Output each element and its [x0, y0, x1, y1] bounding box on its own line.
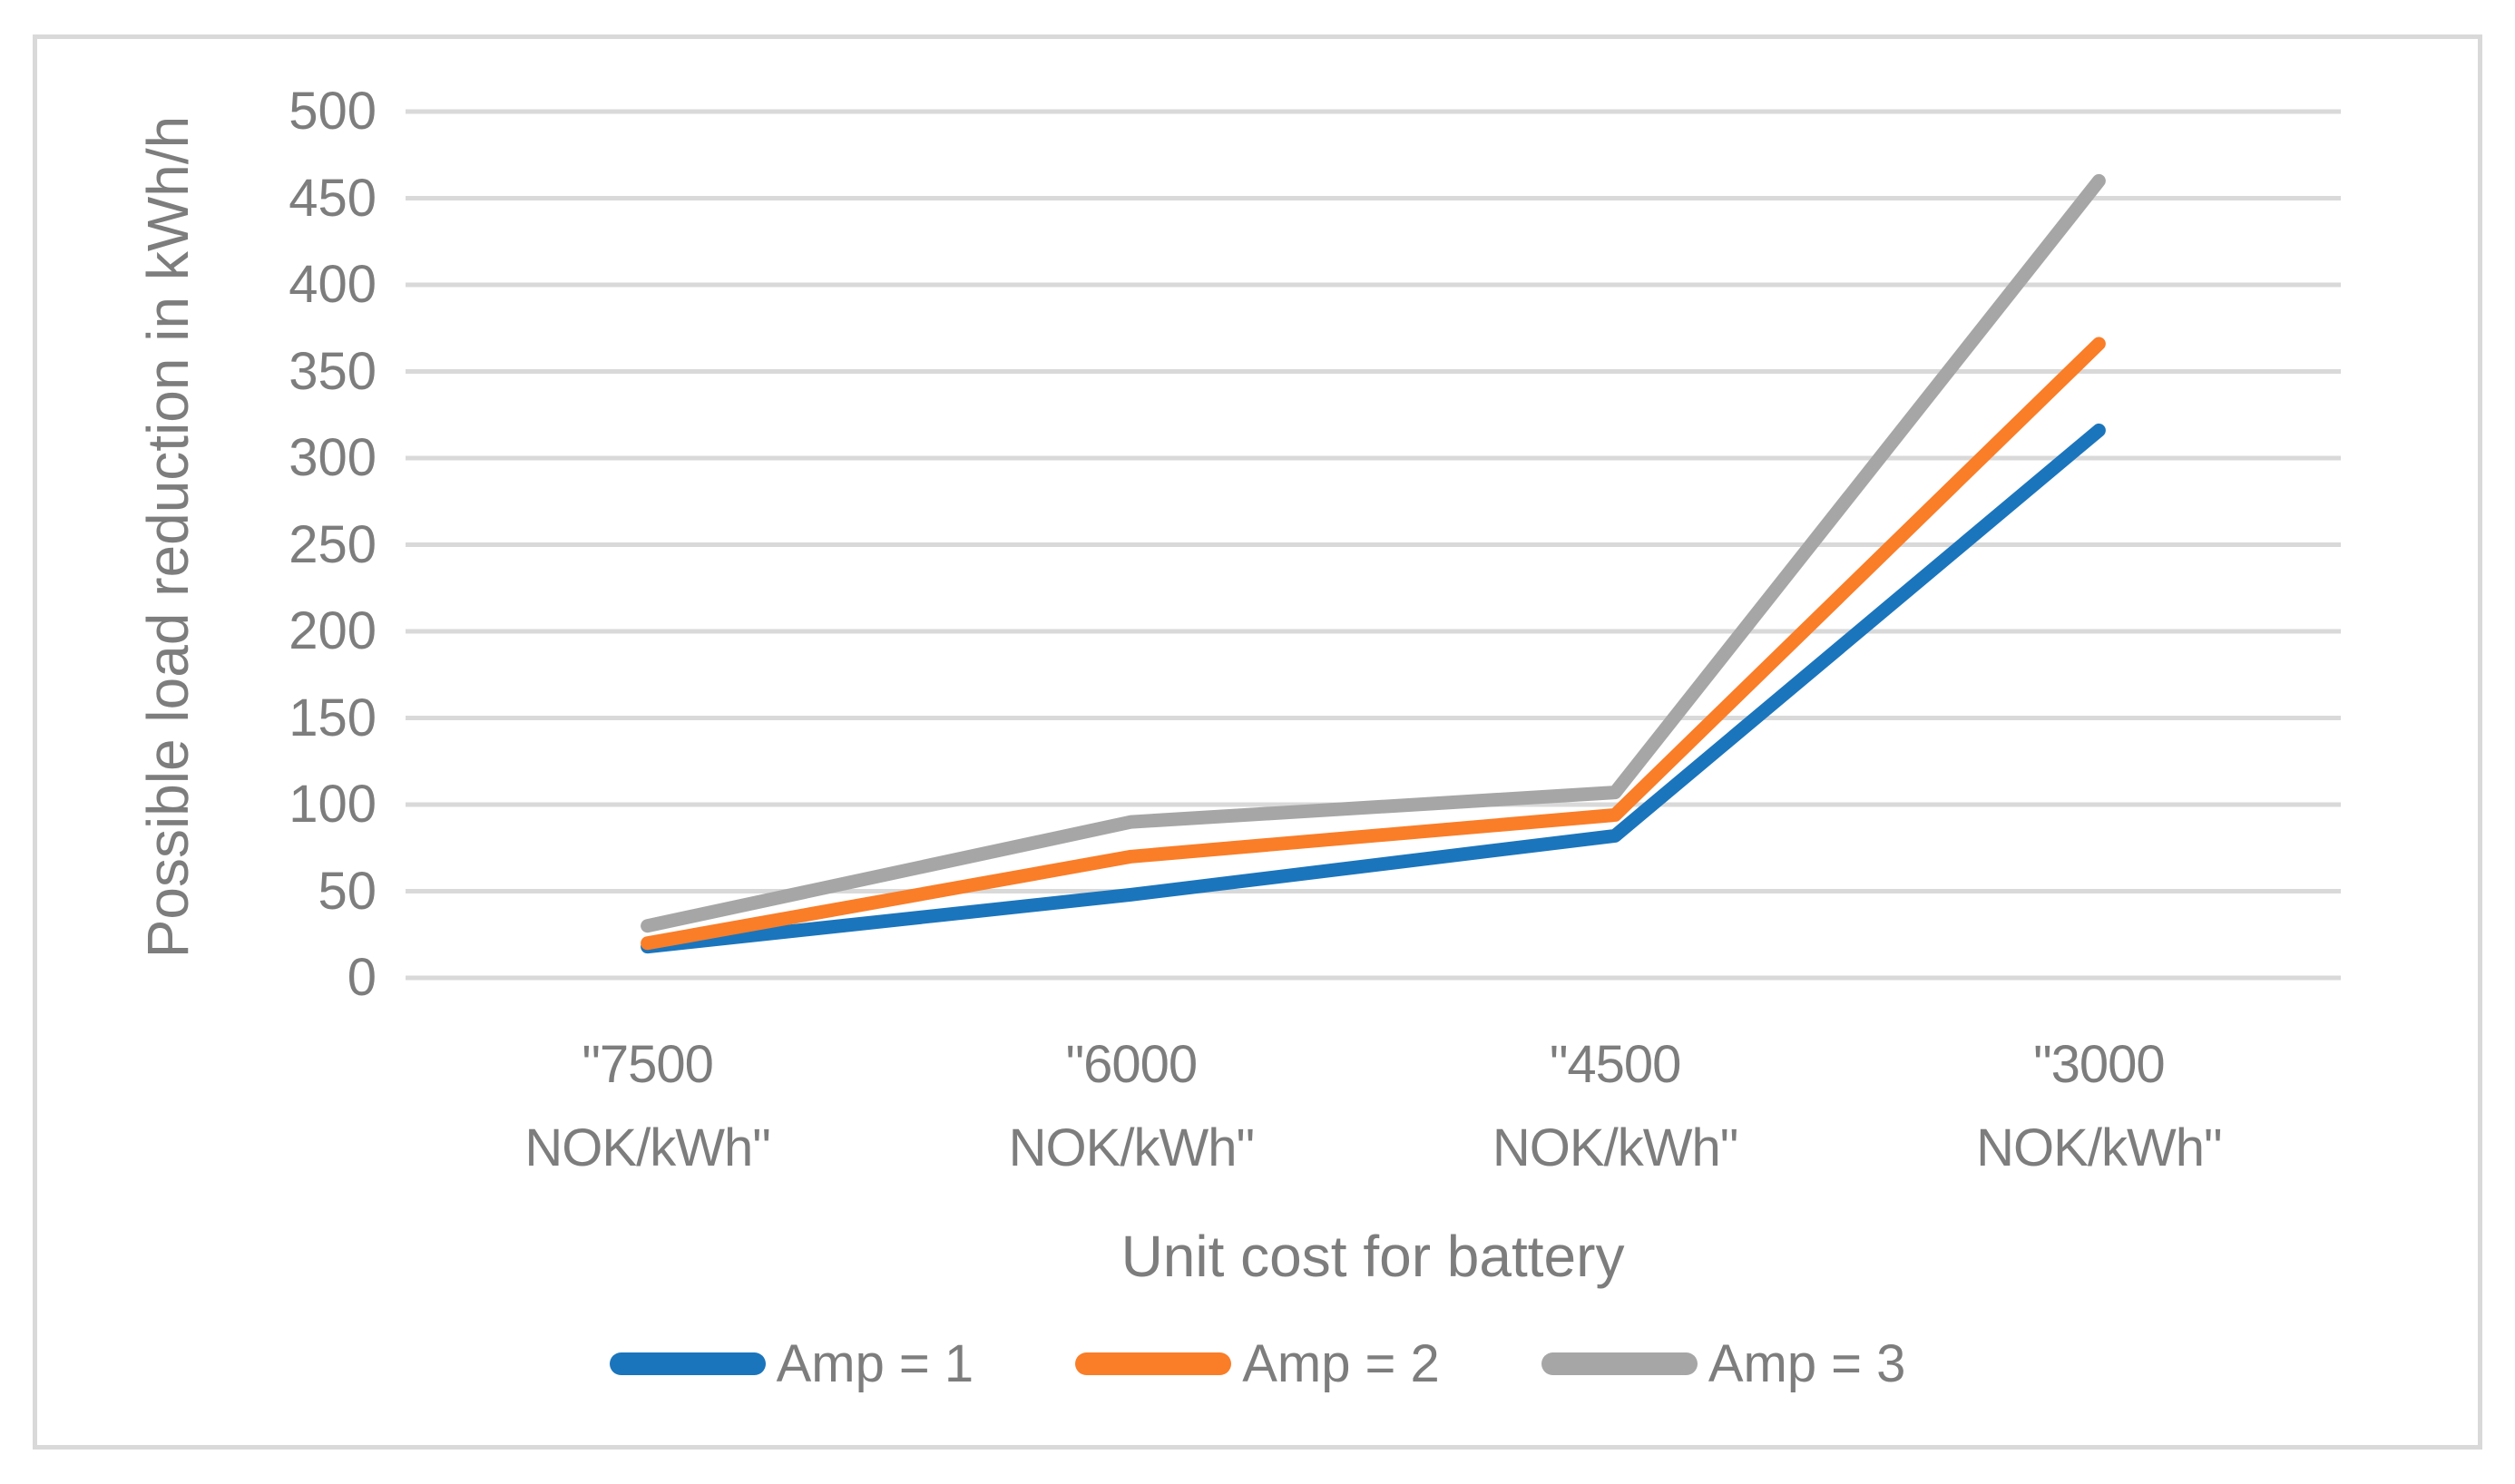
category-label: "4500 NOK/kWh": [1492, 1035, 1738, 1177]
series-line-amp1: [641, 423, 2106, 954]
category-label: "3000 NOK/kWh": [1976, 1035, 2222, 1177]
category-label: "6000 NOK/kWh": [1008, 1035, 1255, 1177]
legend-label: Amp = 1: [776, 1334, 974, 1393]
series-line-amp2: [641, 337, 2106, 951]
y-tick-label: 350: [289, 341, 377, 401]
y-tick-label: 400: [289, 255, 377, 314]
legend-label: Amp = 3: [1708, 1334, 1906, 1393]
y-tick-label: 50: [318, 861, 377, 921]
category-label: "7500 NOK/kWh": [524, 1035, 770, 1177]
y-tick-label: 450: [289, 168, 377, 228]
legend-swatch: [1541, 1352, 1698, 1375]
legend-label: Amp = 2: [1242, 1334, 1440, 1393]
legend-swatch: [1075, 1352, 1232, 1375]
y-tick-label: 0: [347, 948, 377, 1007]
chart-border: [33, 34, 2482, 1450]
y-axis-title: Possible load reduction in kWh/h: [135, 115, 201, 959]
y-tick-label: 150: [289, 688, 377, 747]
legend-item: Amp = 2: [1075, 1333, 1440, 1394]
series-line-amp3: [641, 173, 2106, 933]
y-tick-label: 300: [289, 428, 377, 487]
legend: Amp = 1 Amp = 2 Amp = 3: [0, 1333, 2515, 1394]
y-tick-label: 500: [289, 82, 377, 141]
x-axis-title: Unit cost for battery: [1120, 1224, 1625, 1289]
legend-item: Amp = 1: [609, 1333, 974, 1394]
y-tick-label: 100: [289, 775, 377, 834]
legend-swatch: [609, 1352, 766, 1375]
y-tick-label: 250: [289, 514, 377, 574]
y-tick-label: 200: [289, 601, 377, 660]
legend-item: Amp = 3: [1541, 1333, 1906, 1394]
